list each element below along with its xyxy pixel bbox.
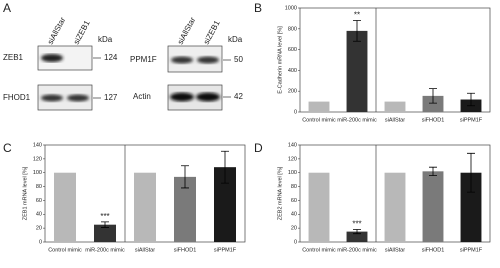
bar [384,172,406,242]
bar [54,172,76,242]
y-tick-label: 100 [288,170,297,176]
kda-label: 50 [234,55,243,64]
kda-label: 127 [104,93,118,102]
x-tick-label: siFHOD1 [174,247,197,253]
x-tick-label: siPPM1F [460,117,483,123]
bar [422,95,444,112]
x-tick-label: miR-200c mimic [337,247,377,253]
y-tick-label: 100 [33,170,42,176]
x-tick-label: siFHOD1 [422,117,445,123]
error-bar [429,88,437,104]
band [41,54,63,62]
bar [214,167,236,242]
y-tick-label: 140 [288,142,297,148]
unit-label: kDa [98,35,113,44]
error-bar [353,229,361,235]
panel-label: D [254,141,263,155]
band [197,56,219,64]
y-tick-label: 400 [288,68,297,74]
kda-label: 42 [234,92,243,101]
plot-frame [299,7,491,113]
y-axis-label: E-Cadherin mRNA level [%] [277,26,283,94]
significance: *** [100,212,109,221]
lane-label: siAllStar [176,16,198,46]
bar [384,101,406,112]
unit-label: kDa [228,35,243,44]
y-tick-label: 0 [294,239,297,245]
y-tick-label: 40 [291,212,297,218]
x-tick-label: siPPM1F [460,247,483,253]
x-tick-label: miR-200c mimic [85,247,125,253]
bar [460,172,482,242]
y-tick-label: 60 [291,198,297,204]
bar [134,172,156,242]
x-tick-label: Control mimic [48,247,82,253]
y-tick-label: 20 [36,226,42,232]
row-label: ZEB1 [3,53,24,62]
kda-label: 124 [104,53,118,62]
y-tick-label: 800 [288,26,297,32]
y-tick-label: 200 [288,89,297,95]
error-bar [221,150,229,184]
error-bar [353,20,361,42]
y-axis-label: ZEB2 mRNA level [%] [277,166,283,220]
y-tick-label: 0 [294,109,297,115]
y-axis-label: ZEB1 mRNA level [%] [22,166,28,220]
y-tick-label: 120 [33,156,42,162]
bar [174,176,196,242]
y-tick-label: 20 [291,226,297,232]
band [196,92,220,102]
y-tick-label: 80 [291,184,297,190]
x-tick-label: Control mimic [302,117,336,123]
y-tick-label: 1000 [285,5,297,11]
bar [308,101,330,112]
x-tick-label: siFHOD1 [422,247,445,253]
y-tick-label: 80 [36,184,42,190]
y-tick-label: 60 [36,198,42,204]
error-bar [467,92,475,107]
row-label: Actin [133,92,151,101]
band [171,56,193,64]
panel-label: A [3,1,11,15]
y-tick-label: 600 [288,47,297,53]
band [41,94,63,102]
x-tick-label: siAllStar [385,247,405,253]
bar [94,224,116,242]
panel-label: C [3,141,12,155]
significance: *** [352,220,361,229]
bar [346,30,368,113]
band [67,94,89,102]
band [170,92,194,102]
y-tick-label: 140 [33,142,42,148]
y-tick-label: 40 [36,212,42,218]
x-tick-label: miR-200c mimic [337,117,377,123]
bar [346,231,368,242]
x-tick-label: siAllStar [135,247,155,253]
bar [422,171,444,242]
panel-label: B [254,1,262,15]
lane-label: siAllStar [46,16,68,46]
y-tick-label: 0 [39,239,42,245]
x-tick-label: siPPM1F [214,247,237,253]
row-label: PPM1F [130,55,157,64]
x-tick-label: Control mimic [302,247,336,253]
row-label: FHOD1 [3,93,31,102]
bar [308,172,330,242]
error-bar [429,166,437,176]
error-bar [101,221,109,228]
error-bar [467,152,475,193]
significance: ** [354,11,360,20]
x-tick-label: siAllStar [385,117,405,123]
lane-label: siZEB1 [202,18,222,45]
y-tick-label: 120 [288,156,297,162]
lane-label: siZEB1 [72,18,92,45]
error-bar [181,165,189,189]
